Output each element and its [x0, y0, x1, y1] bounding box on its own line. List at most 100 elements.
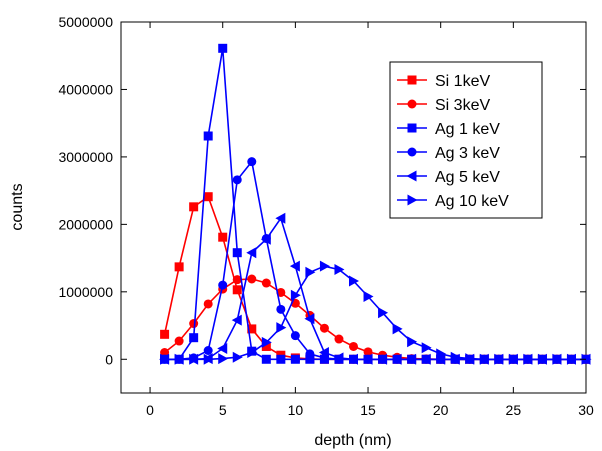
data-point	[218, 232, 228, 242]
data-point	[232, 285, 242, 295]
data-point	[420, 353, 431, 365]
data-point	[247, 274, 257, 284]
data-point	[290, 354, 300, 364]
legend-swatch-marker	[407, 147, 417, 157]
data-point	[276, 322, 287, 334]
data-point	[203, 192, 213, 202]
data-point	[247, 157, 257, 167]
data-point	[494, 353, 505, 365]
data-point	[349, 275, 359, 287]
data-point	[189, 202, 199, 212]
data-point	[407, 336, 418, 348]
axes-layer: 0 5 10 15 20 25 30 0 1000000 2000000 3000000 400000…	[58, 14, 594, 418]
legend-item: Ag 5 keV	[397, 169, 500, 186]
legend-item: Ag 1 keV	[397, 121, 500, 138]
y-tick-label: 2000000	[58, 216, 113, 232]
legend-item: Ag 3 keV	[397, 145, 500, 162]
data-point	[305, 266, 316, 278]
data-point	[305, 349, 315, 359]
data-point	[552, 353, 563, 365]
data-point	[334, 264, 345, 276]
data-point	[203, 131, 213, 141]
y-tick-label: 0	[105, 351, 113, 367]
data-point	[247, 324, 257, 334]
legend-label: Si 3keV	[435, 97, 490, 114]
data-point	[290, 289, 301, 301]
data-point	[189, 319, 199, 329]
data-point	[290, 331, 300, 341]
data-point	[304, 313, 315, 325]
data-point	[363, 347, 373, 357]
data-point	[377, 353, 388, 365]
series-ag-10-kev	[160, 260, 592, 365]
data-point	[247, 347, 258, 359]
data-point	[218, 353, 229, 365]
data-point	[260, 233, 271, 245]
x-tick-label: 25	[506, 402, 522, 418]
data-point	[334, 334, 344, 344]
legend-item: Si 3keV	[397, 97, 490, 114]
y-tick-label: 4000000	[58, 81, 113, 97]
series-line	[164, 265, 586, 361]
data-point	[261, 336, 272, 348]
legend-label: Ag 10 keV	[435, 193, 509, 210]
x-tick-label: 5	[219, 402, 227, 418]
data-point	[174, 353, 185, 365]
legend-label: Ag 3 keV	[435, 145, 500, 162]
data-point	[232, 175, 242, 185]
y-tick-label: 1000000	[58, 284, 113, 300]
data-point	[261, 341, 271, 351]
data-point	[392, 323, 403, 335]
data-point	[203, 346, 213, 356]
data-point	[333, 352, 344, 364]
legend-item: Ag 10 keV	[397, 193, 509, 210]
y-tick-label: 3000000	[58, 149, 113, 165]
data-point	[421, 342, 432, 354]
data-point	[436, 348, 447, 360]
x-tick-label: 20	[433, 402, 449, 418]
data-point	[189, 353, 200, 365]
data-point	[232, 275, 242, 285]
legend-swatch-marker	[406, 170, 417, 182]
series-layer	[159, 43, 592, 365]
legend-swatch-marker	[407, 194, 418, 206]
data-point	[160, 353, 171, 365]
data-point	[435, 353, 446, 365]
legend-entries: Si 1keV Si 3keV Ag 1 keV Ag 3 keV Ag 5 keV Ag…	[397, 73, 509, 210]
data-point	[348, 353, 358, 365]
data-point	[319, 323, 329, 333]
series-line	[164, 278, 586, 361]
data-point	[450, 351, 461, 363]
data-point	[275, 212, 286, 224]
data-point	[523, 353, 534, 365]
data-point	[174, 336, 184, 346]
legend-swatch-marker	[407, 75, 417, 85]
data-point	[479, 353, 490, 365]
data-point	[305, 354, 315, 364]
data-point	[289, 260, 300, 272]
series-line	[163, 195, 586, 361]
legend-label: Ag 1 keV	[435, 121, 500, 138]
data-point	[276, 304, 286, 314]
data-point	[218, 280, 228, 290]
data-point	[508, 353, 519, 365]
data-point	[217, 342, 228, 354]
data-point	[246, 247, 257, 259]
data-point	[231, 314, 242, 326]
data-point	[349, 341, 358, 351]
legend: Si 1keV Si 3keV Ag 1 keV Ag 3 keV Ag 5 keV Ag…	[389, 61, 543, 219]
data-point	[581, 353, 592, 365]
legend-label: Ag 5 keV	[435, 169, 500, 186]
data-point	[174, 262, 184, 272]
plot-frame	[120, 21, 587, 394]
data-point	[203, 353, 214, 365]
legend-label: Si 1keV	[435, 73, 490, 90]
data-point	[406, 353, 417, 365]
x-tick-label: 15	[360, 402, 376, 418]
data-point	[160, 329, 170, 339]
data-point	[363, 291, 374, 303]
data-point	[537, 353, 548, 365]
legend-swatch-marker	[407, 123, 417, 133]
data-point	[261, 278, 271, 288]
